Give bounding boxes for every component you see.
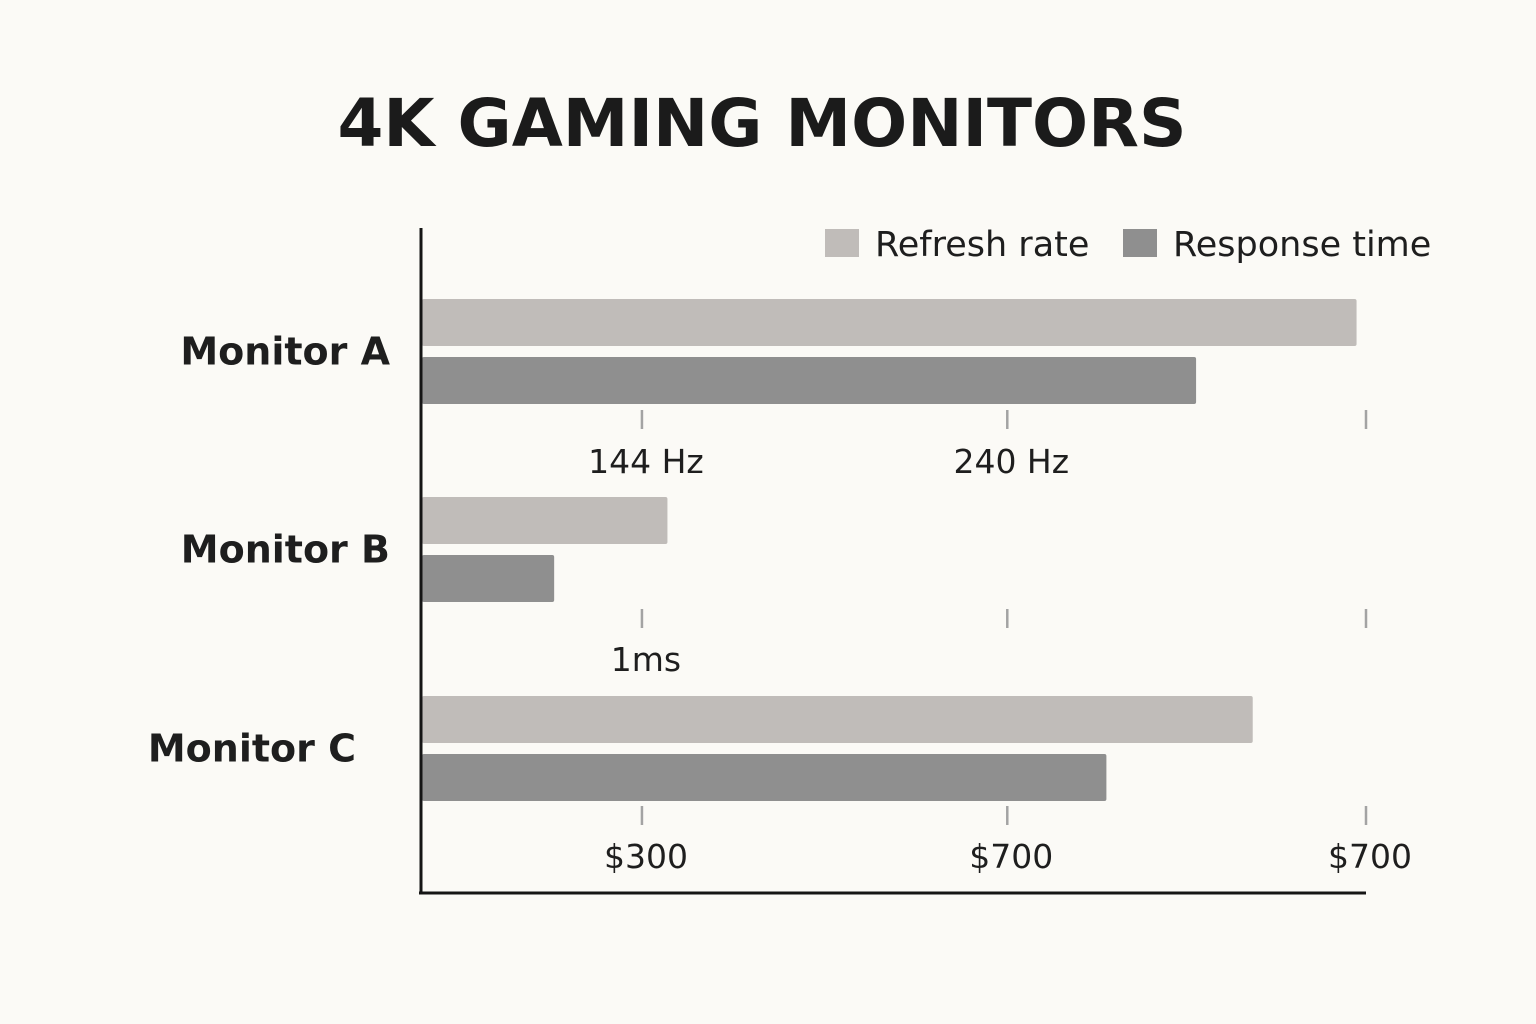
legend-label-response-time: Response time	[1173, 225, 1431, 265]
tick-label-144-hz: 144 Hz	[588, 442, 704, 481]
legend-label-refresh-rate: Refresh rate	[875, 225, 1089, 265]
bar-monitor-b-refresh-rate	[422, 497, 668, 544]
bar-monitor-c-response-time	[422, 754, 1107, 801]
bar-monitor-a-response-time	[422, 357, 1197, 404]
legend-swatch-refresh-rate	[825, 229, 859, 257]
tick-label-300: $300	[604, 837, 688, 876]
category-label-monitor-b: Monitor B	[181, 528, 390, 572]
category-label-monitor-c: Monitor C	[148, 727, 356, 771]
tick-label-700: $700	[1328, 837, 1412, 876]
category-label-monitor-a: Monitor A	[180, 330, 390, 374]
bar-monitor-b-response-time	[422, 555, 555, 602]
plot-area: Monitor A 144 Hz 240 Hz Monitor B 1ms Monitor…	[148, 299, 1412, 876]
chart-title: 4K GAMING MONITORS	[338, 85, 1187, 162]
tick-label-700: $700	[969, 837, 1053, 876]
legend: Refresh rate Response time	[825, 225, 1431, 265]
bar-monitor-a-refresh-rate	[422, 299, 1357, 346]
tick-label-1ms: 1ms	[611, 640, 681, 679]
legend-swatch-response-time	[1123, 229, 1157, 257]
bar-monitor-c-refresh-rate	[422, 696, 1253, 743]
tick-label-240-hz: 240 Hz	[953, 442, 1069, 481]
